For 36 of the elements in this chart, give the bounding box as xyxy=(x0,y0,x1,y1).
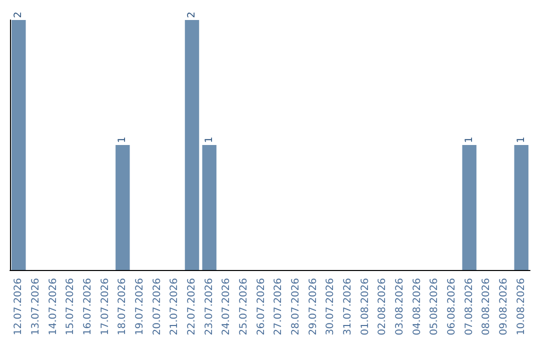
x-tick-label: 20.07.2026 xyxy=(152,278,163,336)
x-tick-label: 02.08.2026 xyxy=(377,278,388,336)
data-label: 1 xyxy=(464,136,475,143)
x-tick-label: 08.08.2026 xyxy=(481,278,492,336)
x-tick-label: 17.07.2026 xyxy=(100,278,111,336)
x-tick-label: 07.08.2026 xyxy=(464,278,475,336)
data-label: 1 xyxy=(204,136,215,143)
x-tick-label: 27.07.2026 xyxy=(273,278,284,336)
data-label: 1 xyxy=(516,136,527,143)
data-label: 1 xyxy=(117,136,128,143)
x-tick-label: 13.07.2026 xyxy=(30,278,42,336)
data-label: 2 xyxy=(186,12,198,18)
x-tick-label: 22.07.2026 xyxy=(186,278,198,336)
x-tick-label: 09.08.2026 xyxy=(498,278,510,336)
x-tick-label: 24.07.2026 xyxy=(221,278,232,336)
x-tick-label: 01.08.2026 xyxy=(360,278,371,336)
x-tick-label: 28.07.2026 xyxy=(290,278,302,336)
x-tick-label: 14.07.2026 xyxy=(48,278,59,336)
x-tick-label: 18.07.2026 xyxy=(117,278,128,336)
x-tick-label: 10.08.2026 xyxy=(516,278,527,336)
x-tick-label: 15.07.2026 xyxy=(65,278,76,336)
x-tick-label: 23.07.2026 xyxy=(204,278,215,336)
x-tick-label: 26.07.2026 xyxy=(256,278,267,336)
x-tick-label: 31.07.2026 xyxy=(342,278,354,336)
x-tick-label: 16.07.2026 xyxy=(82,278,94,336)
data-label: 2 xyxy=(13,12,24,18)
x-tick-label: 19.07.2026 xyxy=(134,278,146,336)
x-tick-label: 21.07.2026 xyxy=(169,278,180,336)
x-tick-label: 25.07.2026 xyxy=(238,278,250,336)
x-tick-label: 05.08.2026 xyxy=(429,278,440,336)
x-tick-label: 30.07.2026 xyxy=(325,278,336,336)
x-tick-label: 03.08.2026 xyxy=(394,278,406,336)
x-tick-label: 12.07.2026 xyxy=(13,278,24,336)
x-tick-label: 04.08.2026 xyxy=(412,278,423,336)
x-tick-label: 29.07.2026 xyxy=(308,278,319,336)
x-tick-label: 06.08.2026 xyxy=(446,278,458,336)
